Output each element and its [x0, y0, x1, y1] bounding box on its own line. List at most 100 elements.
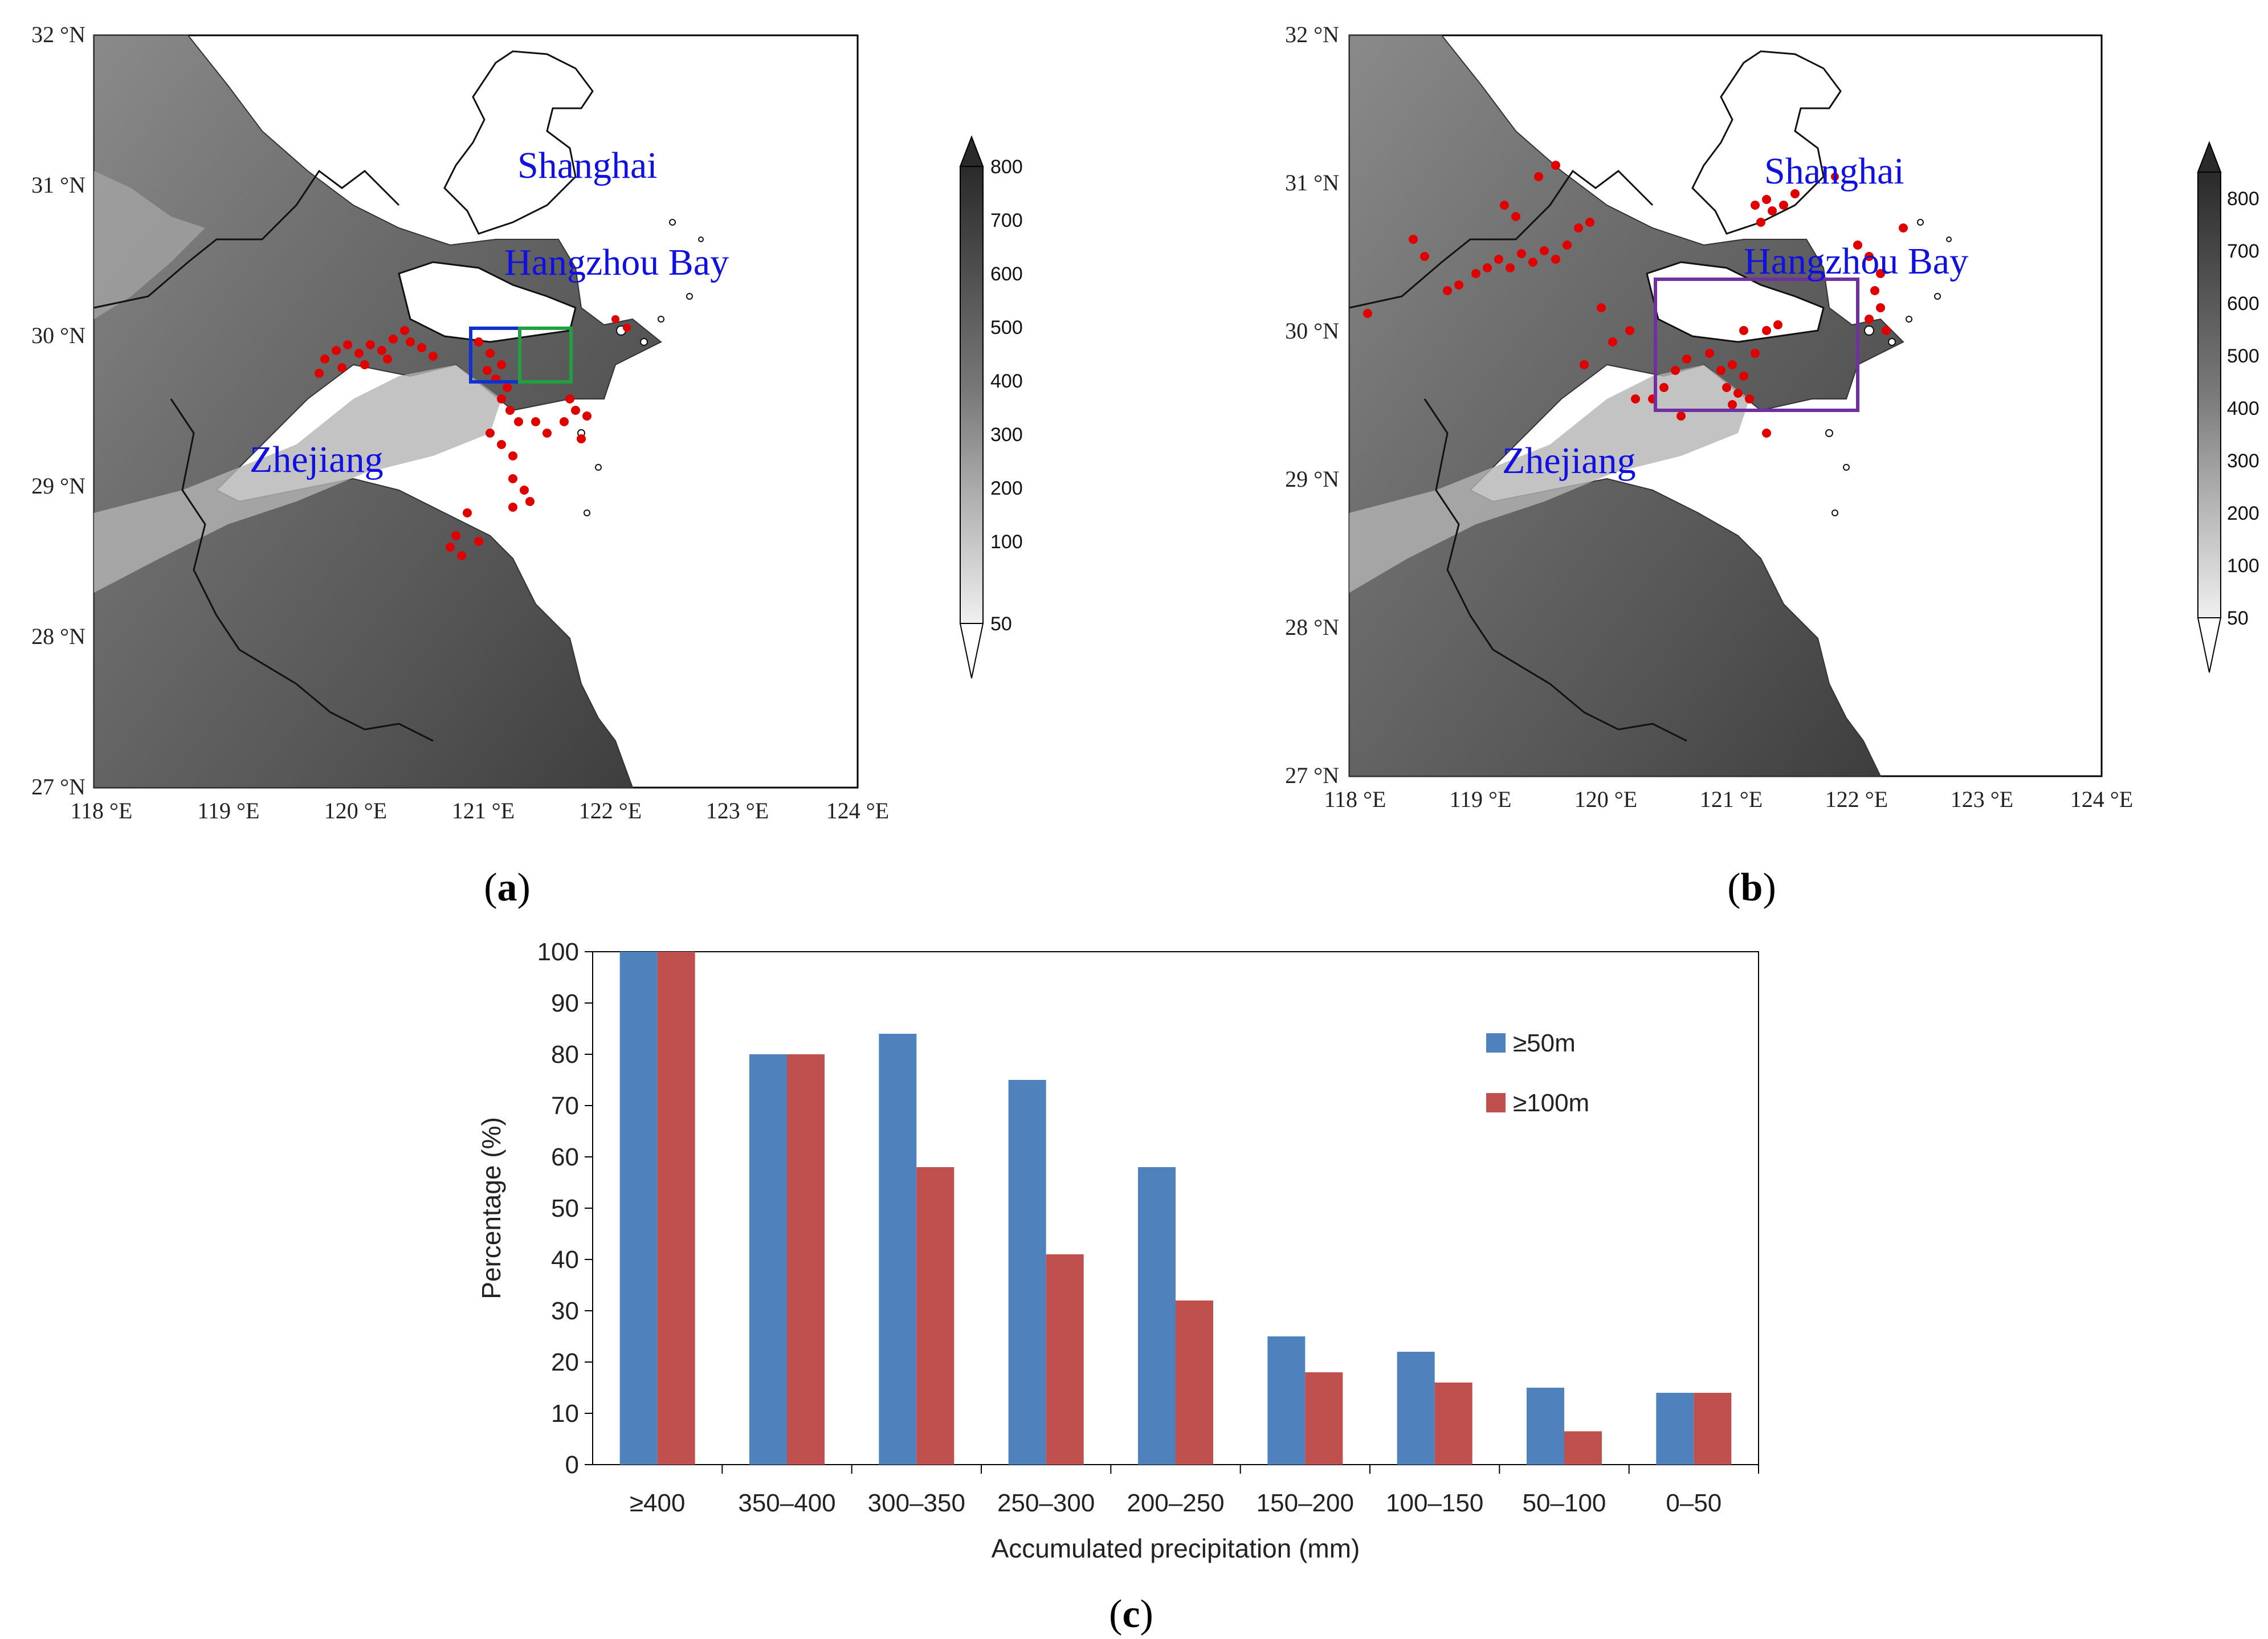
colorbar-a-level: 50 — [990, 613, 1012, 635]
colorbar-a-level: 100 — [990, 531, 1023, 553]
map-a-lon-label: 123 °E — [706, 798, 769, 823]
bar-50m-2 — [879, 1034, 917, 1465]
bar-100m-5 — [1305, 1372, 1343, 1465]
colorbar-b-level: 300 — [2227, 450, 2259, 472]
y-tick-label: 60 — [551, 1143, 579, 1171]
legend-swatch-50m — [1486, 1033, 1506, 1053]
colorbar-b-level: 500 — [2227, 345, 2259, 367]
panel-b-label: (b) — [1727, 866, 1776, 910]
map-a-border — [93, 169, 434, 742]
x-tick-label: 350–400 — [738, 1489, 835, 1517]
map-a-lowland — [94, 365, 501, 593]
y-tick-label: 90 — [551, 989, 579, 1017]
panel-a-label: (a) — [484, 866, 531, 910]
colorbar-b-level: 400 — [2227, 398, 2259, 419]
bar-100m-0 — [657, 952, 695, 1465]
colorbar-b-bar — [2197, 172, 2221, 618]
colorbar-a-level: 300 — [990, 424, 1023, 446]
map-a-shanghai-coast — [443, 50, 594, 235]
map-b-lat-ticks: 32 °N 31 °N 30 °N 29 °N 28 °N 27 °N — [1285, 22, 1339, 788]
bar-50m-4 — [1138, 1167, 1176, 1465]
bar-100m-2 — [916, 1167, 954, 1465]
panel-c-label: (c) — [1109, 1592, 1153, 1636]
colorbar-a-level: 800 — [990, 156, 1023, 178]
map-a-lat-label: 27 °N — [31, 774, 85, 800]
map-b-lon-label: 122 °E — [1825, 786, 1888, 812]
bars — [619, 952, 1732, 1465]
map-b-lon-label: 120 °E — [1574, 786, 1637, 812]
map-b-stations — [1363, 161, 1908, 438]
map-a-lon-label: 119 °E — [198, 798, 260, 823]
map-a-bay-coast — [398, 261, 577, 343]
bar-50m-3 — [1008, 1080, 1046, 1465]
bar-100m-4 — [1176, 1300, 1213, 1465]
map-b-lon-label: 121 °E — [1700, 786, 1763, 812]
legend: ≥50m ≥100m — [1486, 1029, 1589, 1117]
y-axis-label: Percentage (%) — [476, 1117, 506, 1299]
map-a-lowland-west — [94, 171, 205, 319]
x-tick-label: 300–350 — [868, 1489, 965, 1517]
map-b-shanghai-coast — [1691, 50, 1842, 235]
colorbar-b-top-triangle — [2197, 141, 2222, 173]
y-tick-label: 50 — [551, 1194, 579, 1222]
bar-100m-7 — [1564, 1431, 1602, 1465]
map-b-lat-label: 32 °N — [1285, 22, 1339, 47]
map-b-border — [1349, 169, 1687, 742]
bar-50m-0 — [619, 952, 658, 1465]
colorbar-b: 800 700 600 500 400 300 200 100 50 — [2197, 141, 2259, 673]
x-tick-label: 100–150 — [1386, 1489, 1483, 1517]
x-axis-label: Accumulated precipitation (mm) — [992, 1534, 1360, 1563]
x-tick-label: 200–250 — [1127, 1489, 1224, 1517]
bar-100m-6 — [1434, 1383, 1472, 1465]
colorbar-a-bar — [960, 166, 984, 624]
map-b-lon-label: 118 °E — [1324, 786, 1386, 812]
map-b-lon-ticks: 118 °E 119 °E 120 °E 121 °E 122 °E 123 °… — [1324, 786, 2134, 812]
bar-50m-7 — [1527, 1388, 1564, 1465]
bar-chart: 0 10 20 30 40 50 60 70 80 90 100 ≥400 350–400 300–35… — [476, 938, 1759, 1563]
legend-label-50m: ≥50m — [1513, 1029, 1576, 1057]
bar-100m-3 — [1046, 1254, 1084, 1465]
map-a-lon-ticks: 118 °E 119 °E 120 °E 121 °E 122 °E 123 °… — [71, 798, 890, 823]
map-a-lon-label: 121 °E — [452, 798, 515, 823]
bar-100m-8 — [1694, 1393, 1732, 1465]
y-tick-label: 70 — [551, 1092, 579, 1120]
y-tick-label: 30 — [551, 1297, 579, 1325]
map-a-lon-label: 122 °E — [579, 798, 642, 823]
map-a-lat-label: 30 °N — [31, 323, 85, 348]
x-tick-label: 0–50 — [1666, 1489, 1722, 1517]
colorbar-a: 800 700 600 500 400 300 200 100 50 — [959, 135, 1023, 679]
map-b-lon-label: 119 °E — [1450, 786, 1512, 812]
map-b-lat-label: 31 °N — [1285, 170, 1339, 195]
map-a-lon-label: 120 °E — [324, 798, 387, 823]
map-a-lat-label: 31 °N — [31, 172, 85, 198]
map-a: Shanghai Hangzhou Bay Zhejiang 32 °N 31 … — [31, 22, 889, 823]
colorbar-b-level: 100 — [2227, 555, 2259, 577]
map-a-stations — [315, 315, 631, 560]
colorbar-b-level: 800 — [2227, 188, 2259, 210]
legend-swatch-100m — [1486, 1093, 1506, 1112]
y-tick-label: 80 — [551, 1041, 579, 1069]
colorbar-b-bottom-triangle — [2197, 617, 2222, 673]
map-b-lat-label: 30 °N — [1285, 318, 1339, 344]
colorbar-a-level: 700 — [990, 210, 1023, 231]
bar-50m-6 — [1397, 1352, 1435, 1465]
map-a-label-shanghai: Shanghai — [517, 145, 658, 186]
map-a-lat-label: 29 °N — [31, 473, 85, 499]
colorbar-a-level: 500 — [990, 317, 1023, 339]
map-b-label-zhejiang: Zhejiang — [1502, 440, 1636, 482]
map-a-lat-label: 32 °N — [31, 22, 85, 47]
x-tick-label: ≥400 — [630, 1489, 686, 1517]
map-a-lon-label: 118 °E — [71, 798, 133, 823]
map-a-lon-label: 124 °E — [826, 798, 889, 823]
map-a-label-bay: Hangzhou Bay — [504, 242, 729, 283]
legend-label-100m: ≥100m — [1513, 1089, 1589, 1117]
map-b-lat-label: 27 °N — [1285, 763, 1339, 788]
colorbar-b-level: 50 — [2227, 608, 2249, 629]
colorbar-a-bottom-triangle — [959, 623, 984, 679]
map-b-purple-box — [1654, 278, 1859, 412]
colorbar-a-level: 200 — [990, 478, 1023, 499]
map-b: Shanghai Hangzhou Bay Zhejiang 32 °N 31 … — [1285, 22, 2133, 812]
bar-100m-1 — [787, 1054, 825, 1465]
colorbar-b-level: 600 — [2227, 293, 2259, 315]
